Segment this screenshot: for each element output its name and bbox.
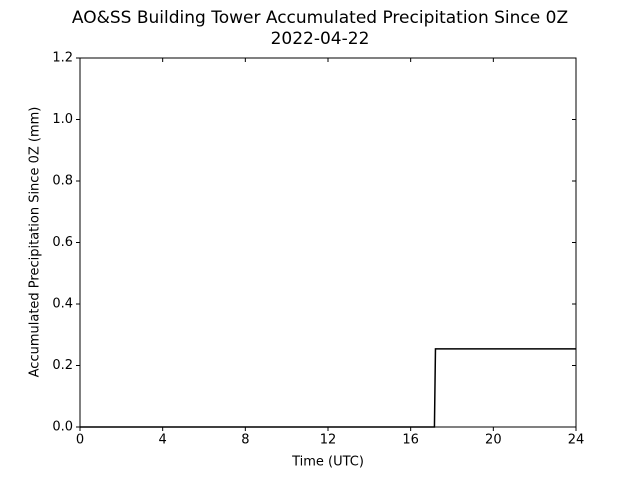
x-tick-label: 0	[76, 433, 84, 448]
x-axis-label: Time (UTC)	[291, 455, 364, 470]
x-tick-label: 16	[402, 433, 419, 448]
y-tick-label: 0.4	[52, 297, 73, 312]
x-tick-label: 20	[485, 433, 502, 448]
y-tick-label: 0.8	[52, 174, 73, 189]
x-tick-label: 4	[159, 433, 167, 448]
y-tick-label: 0.2	[52, 358, 73, 373]
y-tick-label: 0.0	[52, 420, 73, 435]
y-axis-label: Accumulated Precipitation Since 0Z (mm)	[28, 107, 43, 378]
y-tick-label: 1.0	[52, 112, 73, 127]
x-tick-label: 24	[568, 433, 585, 448]
chart-subtitle: 2022-04-22	[271, 29, 370, 49]
chart-title: AO&SS Building Tower Accumulated Precipi…	[72, 8, 568, 28]
y-tick-label: 1.2	[52, 51, 73, 66]
x-tick-label: 12	[320, 433, 337, 448]
y-tick-label: 0.6	[52, 235, 73, 250]
plot-frame	[79, 57, 577, 428]
x-tick-label: 8	[241, 433, 249, 448]
